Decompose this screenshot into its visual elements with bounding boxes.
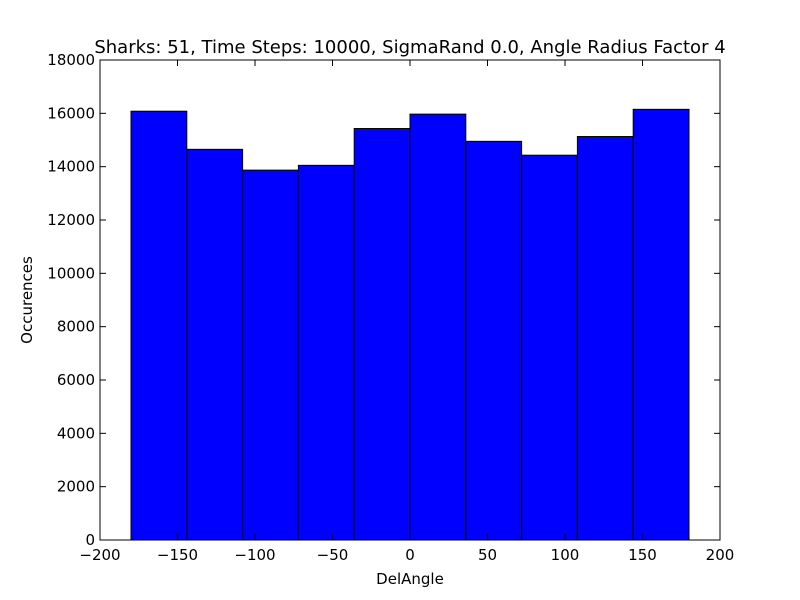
histogram-bar xyxy=(186,148,244,541)
x-tick-label: −50 xyxy=(317,546,349,564)
histogram-bar xyxy=(242,169,299,541)
histogram-bar xyxy=(576,136,634,541)
y-tick-label: 2000 xyxy=(57,478,95,496)
bars-layer xyxy=(130,108,690,541)
x-tick-label: 150 xyxy=(628,546,657,564)
y-tick-label: 8000 xyxy=(57,318,95,336)
y-tick-label: 18000 xyxy=(47,51,95,69)
x-tick-label: 200 xyxy=(706,546,735,564)
x-tick-label: −100 xyxy=(234,546,275,564)
x-tick-label: 50 xyxy=(478,546,497,564)
y-tick-label: 14000 xyxy=(47,158,95,176)
histogram-bar xyxy=(409,113,467,541)
x-tick-label: −150 xyxy=(157,546,198,564)
histogram-bar xyxy=(297,164,355,541)
histogram-bar xyxy=(130,110,188,541)
y-axis-label: Occurences xyxy=(18,256,36,344)
histogram-bar xyxy=(465,140,523,541)
x-tick-label: −200 xyxy=(79,546,120,564)
x-tick-label: 100 xyxy=(551,546,580,564)
y-tick-label: 0 xyxy=(85,531,95,549)
histogram-bar xyxy=(353,128,411,541)
histogram-bar xyxy=(632,108,690,541)
y-tick-label: 16000 xyxy=(47,104,95,122)
x-axis-label: DelAngle xyxy=(376,570,444,588)
y-tick-label: 10000 xyxy=(47,264,95,282)
ticks-layer: −200 −150 −100 −50 0 50 100 150 2000200040006000… xyxy=(47,51,734,564)
y-tick-label: 12000 xyxy=(47,211,95,229)
x-tick-label: 0 xyxy=(405,546,415,564)
histogram-bar xyxy=(521,154,578,541)
y-tick-label: 6000 xyxy=(57,371,95,389)
chart-title: Sharks: 51, Time Steps: 10000, SigmaRand… xyxy=(94,37,725,58)
y-tick-label: 4000 xyxy=(57,424,95,442)
